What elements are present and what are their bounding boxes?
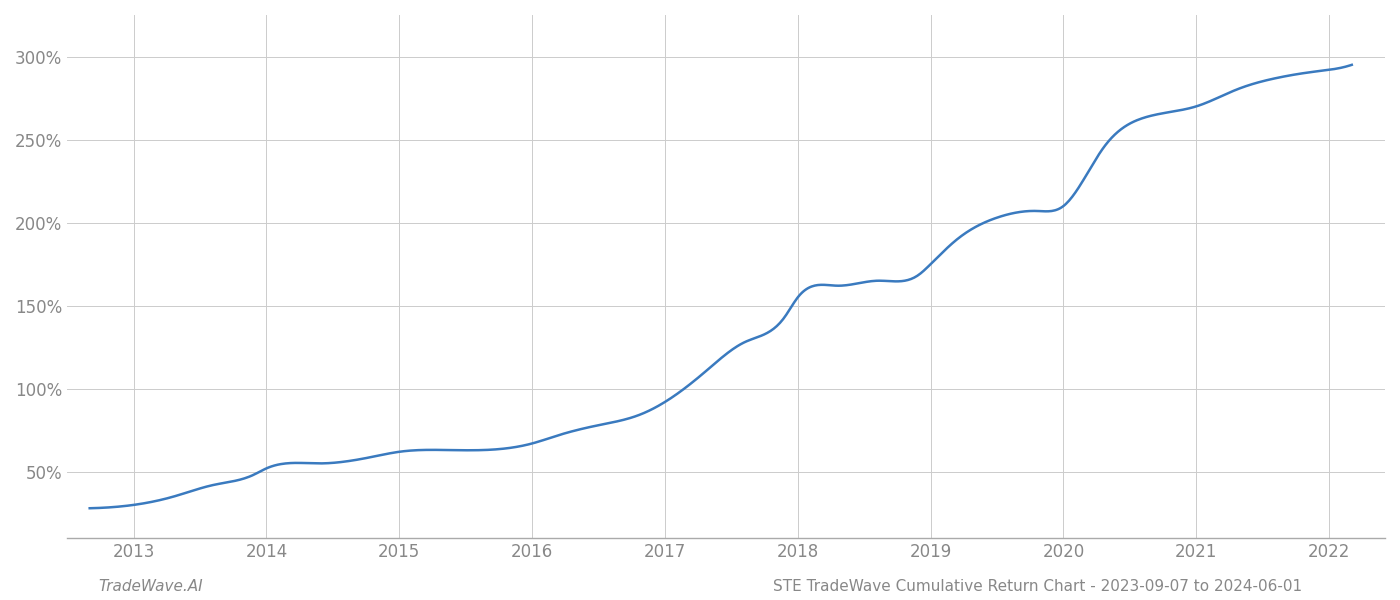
Text: TradeWave.AI: TradeWave.AI — [98, 579, 203, 594]
Text: STE TradeWave Cumulative Return Chart - 2023-09-07 to 2024-06-01: STE TradeWave Cumulative Return Chart - … — [773, 579, 1302, 594]
